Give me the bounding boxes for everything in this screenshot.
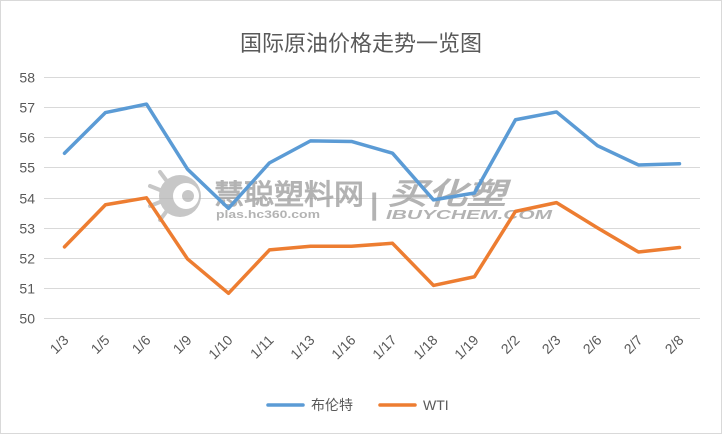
data-point — [62, 244, 68, 250]
data-point — [513, 117, 519, 123]
data-point — [677, 161, 683, 167]
data-point — [185, 166, 191, 172]
data-point — [308, 138, 314, 144]
y-tick-label: 58 — [19, 70, 35, 86]
data-point — [431, 197, 437, 203]
data-point — [472, 190, 478, 196]
data-point — [103, 202, 109, 208]
data-point — [62, 150, 68, 156]
y-tick-label: 53 — [19, 221, 35, 237]
data-point — [144, 101, 150, 107]
data-point — [554, 200, 560, 206]
watermark: 慧聪塑料网 plas.hc360.com | 买化塑 IBUYCHEM.COM — [148, 170, 554, 222]
series-group — [62, 101, 683, 296]
series-line-0 — [62, 102, 682, 211]
watermark-separator: | — [370, 188, 378, 221]
legend-label: 布伦特 — [311, 397, 353, 413]
data-point — [267, 160, 273, 166]
data-point — [349, 243, 355, 249]
data-point — [226, 205, 232, 211]
data-point — [636, 162, 642, 168]
y-tick-label: 57 — [19, 100, 35, 116]
data-point — [185, 256, 191, 262]
data-point — [636, 249, 642, 255]
data-point — [431, 282, 437, 288]
data-point — [308, 243, 314, 249]
y-tick-label: 54 — [19, 191, 35, 207]
y-tick-label: 52 — [19, 251, 35, 267]
y-tick-label: 50 — [19, 311, 35, 327]
data-point — [595, 225, 601, 231]
watermark-brand-url: plas.hc360.com — [216, 209, 320, 221]
data-point — [144, 195, 150, 201]
watermark-logo-icon — [148, 170, 201, 222]
y-tick-label: 55 — [19, 160, 35, 176]
data-point — [513, 208, 519, 214]
legend-label: WTI — [423, 397, 449, 413]
data-point — [103, 110, 109, 116]
y-axis-ticks: 50 51 52 53 54 55 56 57 58 — [19, 70, 35, 327]
data-point — [677, 245, 683, 251]
chart-title: 国际原油价格走势一览图 — [240, 31, 482, 56]
series-line-1 — [62, 196, 682, 296]
data-point — [267, 247, 273, 253]
watermark-brand-cn: 慧聪塑料网 — [214, 178, 364, 210]
data-point — [554, 109, 560, 115]
y-tick-label: 56 — [19, 130, 35, 146]
data-point — [226, 290, 232, 296]
data-point — [472, 274, 478, 280]
watermark-brand2-cn: 买化塑 — [388, 178, 513, 211]
y-tick-label: 51 — [19, 281, 35, 297]
legend: 布伦特 WTI — [266, 397, 449, 413]
data-point — [390, 150, 396, 156]
gridlines — [44, 77, 700, 319]
data-point — [349, 138, 355, 144]
data-point — [595, 143, 601, 149]
data-point — [390, 240, 396, 246]
